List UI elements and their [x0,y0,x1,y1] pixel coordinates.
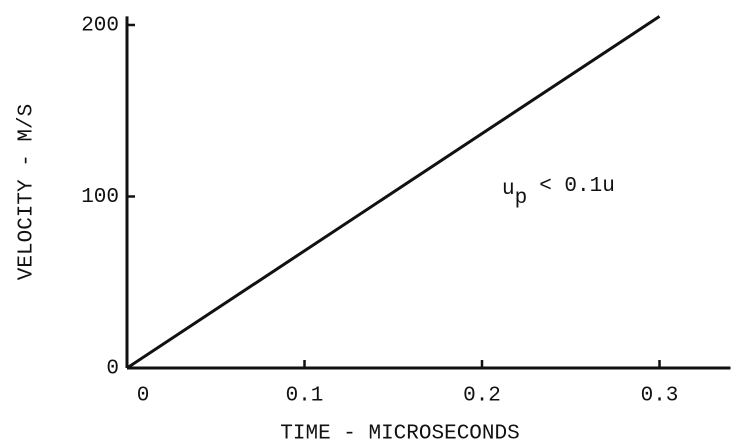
annotation-base: u [502,178,515,201]
y-tick-label: 0 [106,358,119,381]
y-axis-label: VELOCITY - M/S [16,104,39,280]
y-tick-label: 200 [81,15,119,38]
x-tick-label: 0.1 [286,385,324,408]
x-tick-label: 0.2 [463,385,501,408]
x-tick-label: 0 [137,385,150,408]
y-tick-label: 100 [81,186,119,209]
annotation: up < 0.1u [502,175,615,210]
annotation-rest: < 0.1u [539,175,615,198]
data-line [126,15,661,370]
x-axis-label: TIME - MICROSECONDS [280,423,519,446]
x-tick-label: 0.3 [641,385,679,408]
annotation-subscript: p [515,187,528,210]
